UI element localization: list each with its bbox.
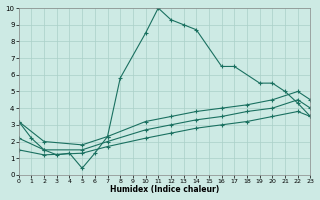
X-axis label: Humidex (Indice chaleur): Humidex (Indice chaleur) (110, 185, 219, 194)
